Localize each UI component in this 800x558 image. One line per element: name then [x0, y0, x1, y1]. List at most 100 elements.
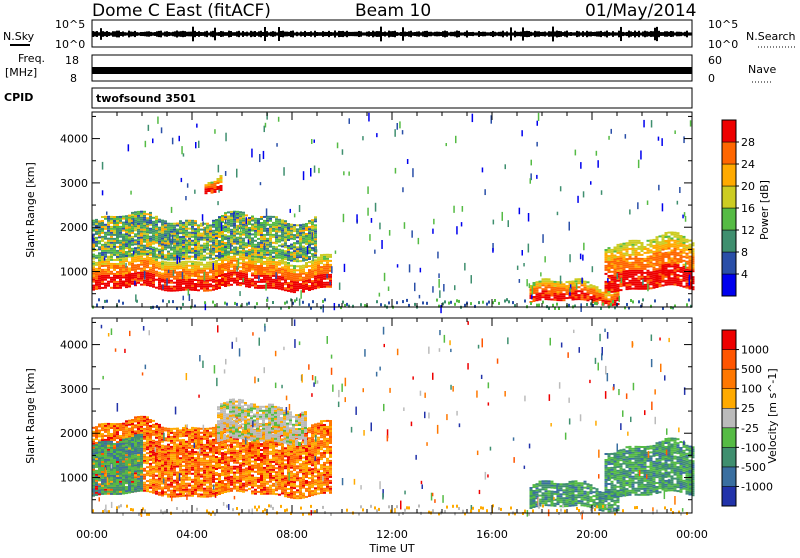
scatter-cell	[626, 286, 629, 288]
scatter-cell	[149, 214, 152, 216]
scatter-cell	[107, 267, 110, 269]
scatter-cell	[680, 241, 683, 243]
scatter-cell	[152, 217, 155, 219]
scatter-cell	[125, 424, 128, 426]
scatter-cell	[152, 221, 155, 223]
scatter-cell	[119, 226, 122, 228]
scatter-cell	[197, 230, 200, 232]
scatter-cell	[593, 287, 596, 289]
scatter-cell	[170, 268, 173, 270]
scatter-cell	[635, 260, 638, 262]
scatter-cell	[674, 282, 677, 284]
scatter-cell	[101, 423, 104, 425]
scatter-cell	[185, 261, 188, 263]
scatter-point	[647, 201, 649, 205]
scatter-point	[265, 222, 267, 227]
scatter-cell	[635, 286, 638, 288]
scatter-cell	[173, 229, 176, 231]
scatter-cell	[179, 232, 182, 234]
scatter-point	[453, 206, 455, 213]
scatter-point	[677, 201, 679, 205]
scatter-cell	[176, 268, 179, 270]
scatter-cell	[251, 243, 254, 245]
nsky-noise-bar	[210, 31, 212, 36]
scatter-cell	[113, 238, 116, 240]
scatter-point	[260, 182, 262, 185]
scatter-cell	[275, 285, 278, 287]
scatter-cell	[107, 234, 110, 236]
scatter-cell	[233, 227, 236, 229]
scatter-cell	[611, 271, 614, 273]
scatter-cell	[158, 255, 161, 257]
scatter-cell	[152, 247, 155, 249]
scatter-cell	[566, 291, 569, 293]
scatter-cell	[107, 240, 110, 242]
scatter-cell	[272, 234, 275, 236]
scatter-cell	[215, 264, 218, 266]
scatter-cell	[257, 261, 260, 263]
scatter-cell	[545, 288, 548, 290]
scatter-point	[540, 272, 542, 276]
station-title: Dome C East (fitACF)	[92, 1, 271, 21]
scatter-cell	[305, 255, 308, 257]
nsky-noise-bar	[142, 32, 144, 36]
scatter-cell	[143, 241, 146, 243]
scatter-cell	[173, 247, 176, 249]
scatter-cell	[113, 242, 116, 244]
scatter-cell	[620, 261, 623, 263]
scatter-cell	[680, 245, 683, 247]
scatter-cell	[557, 299, 560, 301]
scatter-cell	[176, 277, 179, 279]
scatter-cell	[212, 222, 215, 224]
scatter-cell	[308, 287, 311, 289]
scatter-cell	[218, 244, 221, 246]
scatter-point	[221, 222, 223, 231]
scatter-point	[521, 130, 523, 136]
scatter-cell	[230, 258, 233, 260]
scatter-cell	[620, 245, 623, 247]
scatter-cell	[158, 494, 161, 496]
scatter-cell	[323, 286, 326, 288]
scatter-cell	[269, 277, 272, 279]
scatter-cell	[629, 248, 632, 250]
scatter-cell	[146, 282, 149, 284]
scatter-cell	[170, 274, 173, 276]
scatter-cell	[305, 237, 308, 239]
scatter-cell	[215, 255, 218, 257]
scatter-cell	[317, 281, 320, 283]
scatter-cell	[149, 275, 152, 277]
scatter-cell	[671, 238, 674, 240]
scatter-cell	[299, 267, 302, 269]
scatter-cell	[233, 260, 236, 262]
scatter-cell	[158, 474, 161, 476]
nsky-noise-bar	[108, 32, 110, 36]
nsky-noise-bar	[284, 32, 286, 37]
scatter-cell	[230, 225, 233, 227]
scatter-cell	[596, 294, 599, 296]
scatter-cell	[281, 233, 284, 235]
scatter-cell	[98, 281, 101, 283]
scatter-cell	[668, 244, 671, 246]
scatter-cell	[641, 244, 644, 246]
scatter-cell	[146, 488, 149, 490]
scatter-cell	[287, 276, 290, 278]
scatter-cell	[155, 479, 158, 481]
scatter-cell	[209, 230, 212, 232]
scatter-cell	[101, 246, 104, 248]
scatter-cell	[677, 254, 680, 256]
scatter-cell	[239, 247, 242, 249]
scatter-cell	[689, 264, 692, 266]
scatter-cell	[308, 265, 311, 267]
scatter-cell	[128, 223, 131, 225]
scatter-cell	[248, 266, 251, 268]
scatter-cell	[317, 279, 320, 281]
nsky-noise-bar	[564, 31, 566, 36]
scatter-cell	[161, 226, 164, 228]
scatter-cell	[143, 490, 146, 492]
nsky-noise-bar	[398, 32, 400, 35]
scatter-cell	[95, 280, 98, 282]
nsky-noise-bar	[430, 32, 432, 37]
scatter-point	[629, 209, 631, 214]
scatter-cell	[260, 279, 263, 281]
ground-scatter-point	[594, 302, 596, 305]
